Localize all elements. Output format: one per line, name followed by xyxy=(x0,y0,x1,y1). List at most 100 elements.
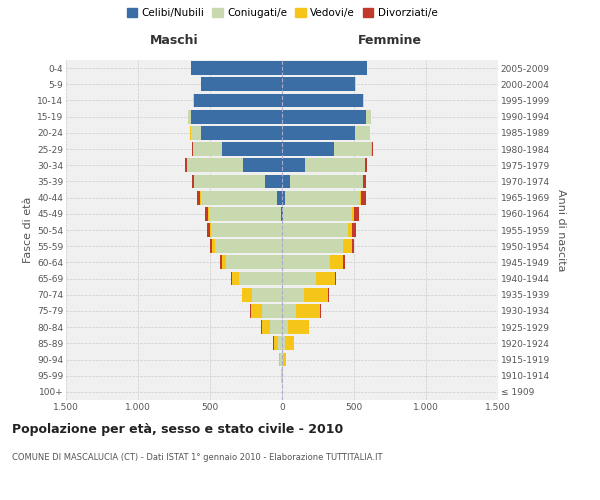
Bar xyxy=(262,304,282,318)
Bar xyxy=(243,158,282,172)
Bar xyxy=(352,223,356,237)
Bar xyxy=(365,158,367,172)
Bar xyxy=(282,94,362,108)
Text: Maschi: Maschi xyxy=(149,34,199,48)
Bar xyxy=(365,110,371,124)
Bar xyxy=(282,304,296,318)
Bar xyxy=(361,190,365,204)
Bar xyxy=(281,207,282,220)
Bar xyxy=(210,240,212,253)
Bar xyxy=(278,352,280,366)
Bar xyxy=(193,94,194,108)
Bar xyxy=(232,272,239,285)
Bar xyxy=(285,190,360,204)
Bar xyxy=(320,304,322,318)
Bar xyxy=(360,190,361,204)
Bar xyxy=(202,78,282,91)
Legend: Celibi/Nubili, Coniugati/e, Vedovi/e, Divorziati/e: Celibi/Nubili, Coniugati/e, Vedovi/e, Di… xyxy=(122,4,442,22)
Bar xyxy=(282,174,290,188)
Bar xyxy=(209,207,281,220)
Bar xyxy=(335,272,336,285)
Bar xyxy=(282,240,343,253)
Bar xyxy=(362,174,364,188)
Bar xyxy=(261,320,262,334)
Bar xyxy=(250,304,251,318)
Bar xyxy=(282,336,284,350)
Bar xyxy=(282,288,304,302)
Bar xyxy=(192,142,193,156)
Bar xyxy=(316,272,335,285)
Bar xyxy=(282,352,283,366)
Bar xyxy=(207,223,210,237)
Bar xyxy=(242,288,252,302)
Bar xyxy=(334,142,371,156)
Bar xyxy=(192,174,194,188)
Bar xyxy=(251,304,262,318)
Bar xyxy=(289,320,308,334)
Y-axis label: Anni di nascita: Anni di nascita xyxy=(556,188,566,271)
Bar xyxy=(270,320,282,334)
Bar xyxy=(265,174,282,188)
Bar xyxy=(239,272,282,285)
Bar xyxy=(282,207,283,220)
Bar xyxy=(352,207,355,220)
Bar xyxy=(282,78,355,91)
Text: COMUNE DI MASCALUCIA (CT) - Dati ISTAT 1° gennaio 2010 - Elaborazione TUTTITALIA: COMUNE DI MASCALUCIA (CT) - Dati ISTAT 1… xyxy=(12,452,383,462)
Bar xyxy=(371,142,373,156)
Bar xyxy=(280,352,282,366)
Bar xyxy=(282,272,316,285)
Bar xyxy=(220,256,221,270)
Bar xyxy=(304,288,328,302)
Bar xyxy=(215,240,282,253)
Bar xyxy=(194,94,282,108)
Bar xyxy=(282,223,347,237)
Bar xyxy=(347,223,352,237)
Bar xyxy=(282,61,367,75)
Bar xyxy=(191,110,282,124)
Bar xyxy=(278,336,282,350)
Bar xyxy=(188,110,191,124)
Text: Femmine: Femmine xyxy=(358,34,422,48)
Bar xyxy=(355,126,370,140)
Bar xyxy=(231,272,232,285)
Bar xyxy=(282,190,285,204)
Bar xyxy=(343,240,352,253)
Bar xyxy=(352,240,355,253)
Bar xyxy=(282,256,330,270)
Bar xyxy=(296,304,320,318)
Bar xyxy=(212,240,215,253)
Bar xyxy=(191,126,202,140)
Bar xyxy=(194,174,265,188)
Bar xyxy=(205,207,208,220)
Bar xyxy=(187,158,243,172)
Bar xyxy=(305,158,365,172)
Bar xyxy=(281,369,282,382)
Bar xyxy=(362,94,364,108)
Bar xyxy=(202,126,282,140)
Text: Popolazione per età, sesso e stato civile - 2010: Popolazione per età, sesso e stato civil… xyxy=(12,422,343,436)
Bar xyxy=(226,256,282,270)
Bar xyxy=(193,142,221,156)
Bar xyxy=(282,320,289,334)
Bar xyxy=(282,158,305,172)
Bar xyxy=(262,320,270,334)
Bar xyxy=(290,174,362,188)
Bar xyxy=(283,207,352,220)
Bar xyxy=(283,352,286,366)
Bar xyxy=(197,190,200,204)
Bar xyxy=(211,223,282,237)
Bar xyxy=(355,207,359,220)
Y-axis label: Fasce di età: Fasce di età xyxy=(23,197,33,263)
Bar xyxy=(185,158,187,172)
Bar xyxy=(210,223,211,237)
Bar xyxy=(284,336,294,350)
Bar xyxy=(221,256,226,270)
Bar xyxy=(330,256,343,270)
Bar xyxy=(274,336,278,350)
Bar xyxy=(282,110,365,124)
Bar xyxy=(328,288,329,302)
Bar xyxy=(221,142,282,156)
Bar xyxy=(364,174,366,188)
Bar xyxy=(308,320,310,334)
Bar xyxy=(277,190,282,204)
